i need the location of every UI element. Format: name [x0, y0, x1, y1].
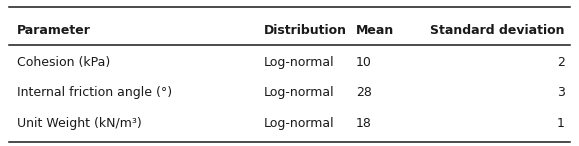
Text: 28: 28	[356, 86, 372, 99]
Text: Internal friction angle (°): Internal friction angle (°)	[17, 86, 173, 99]
Text: 1: 1	[556, 117, 565, 130]
Text: 2: 2	[556, 55, 565, 69]
Text: Unit Weight (kN/m³): Unit Weight (kN/m³)	[17, 117, 142, 130]
Text: Cohesion (kPa): Cohesion (kPa)	[17, 55, 111, 69]
Text: Parameter: Parameter	[17, 24, 91, 37]
Text: Log-normal: Log-normal	[263, 55, 334, 69]
Text: Standard deviation: Standard deviation	[430, 24, 565, 37]
Text: 10: 10	[356, 55, 372, 69]
Text: Distribution: Distribution	[263, 24, 346, 37]
Text: 3: 3	[556, 86, 565, 99]
Text: Log-normal: Log-normal	[263, 86, 334, 99]
Text: Log-normal: Log-normal	[263, 117, 334, 130]
Text: Mean: Mean	[356, 24, 394, 37]
Text: 18: 18	[356, 117, 372, 130]
